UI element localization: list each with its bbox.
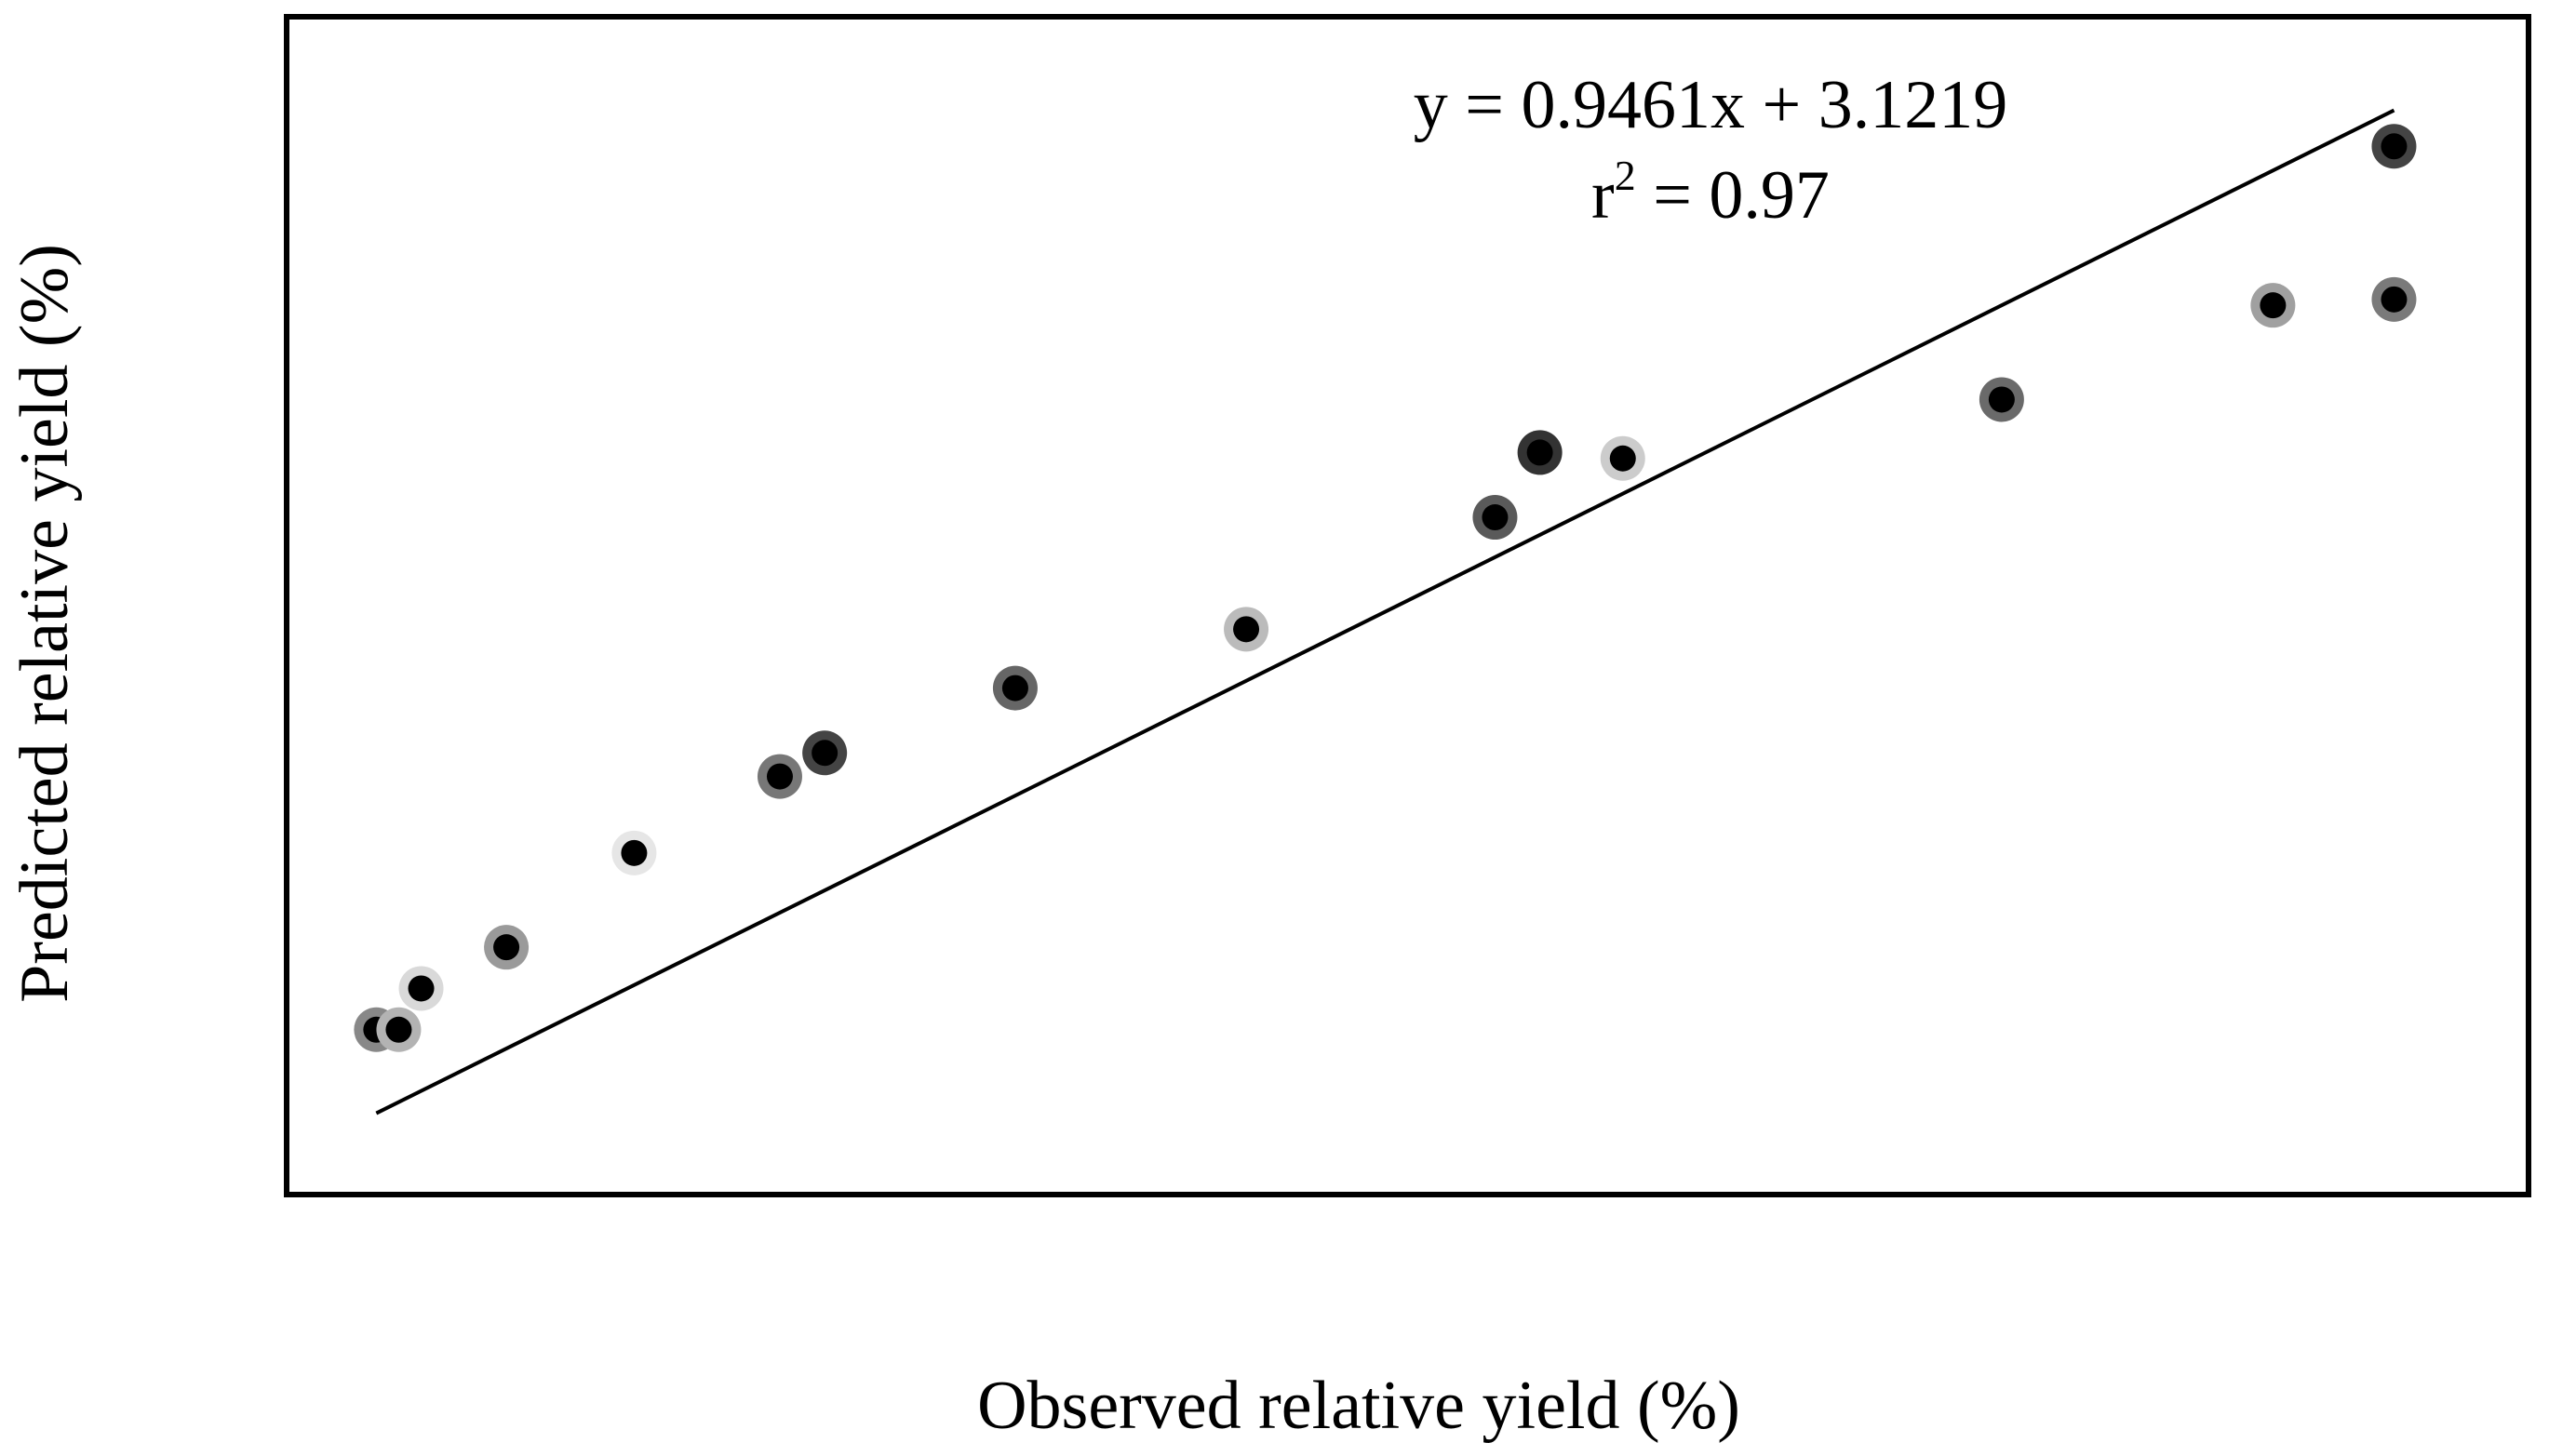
data-point <box>757 754 802 799</box>
data-point-marker <box>1482 504 1509 531</box>
data-point <box>484 925 530 970</box>
data-point-marker <box>408 975 435 1002</box>
data-point <box>611 830 657 875</box>
data-point <box>376 1007 422 1052</box>
data-point <box>1979 377 2024 422</box>
data-point-marker <box>385 1016 412 1043</box>
data-point <box>1517 430 1563 475</box>
data-point-marker <box>1526 439 1553 466</box>
data-point-marker <box>2381 286 2408 313</box>
data-point-marker <box>1609 445 1636 472</box>
data-point-marker <box>1001 675 1028 701</box>
data-point-marker <box>493 934 520 961</box>
data-point <box>1224 607 1269 652</box>
data-point <box>398 966 444 1011</box>
regression-line-layer <box>375 108 2395 1115</box>
plot-area-frame <box>284 14 2531 1197</box>
r-squared-prefix: r <box>1591 157 1615 234</box>
data-point-marker <box>2381 133 2408 160</box>
data-points-layer <box>354 124 2417 1052</box>
data-point <box>802 730 848 776</box>
y-axis-title: Predicted relative yield (%) <box>7 244 83 1003</box>
data-point <box>2371 124 2417 169</box>
r-squared-value: = 0.97 <box>1636 157 1830 234</box>
r-squared-label: r2 = 0.97 <box>1591 152 1830 234</box>
data-point <box>1600 435 1645 481</box>
data-point-marker <box>1233 616 1260 643</box>
data-point <box>1472 495 1518 541</box>
data-point-marker <box>621 839 648 866</box>
data-point <box>2250 283 2296 328</box>
r-squared-exponent: 2 <box>1615 152 1636 199</box>
regression-line <box>375 108 2395 1115</box>
data-point-marker <box>2260 292 2287 319</box>
data-point-marker <box>812 740 838 767</box>
data-point <box>2371 276 2417 322</box>
x-axis-title: Observed relative yield (%) <box>977 1368 1740 1444</box>
data-point-marker <box>766 763 793 790</box>
data-point <box>992 665 1038 711</box>
regression-equation: y = 0.9461x + 3.1219 <box>1414 67 2007 143</box>
data-point-marker <box>1988 386 2015 413</box>
